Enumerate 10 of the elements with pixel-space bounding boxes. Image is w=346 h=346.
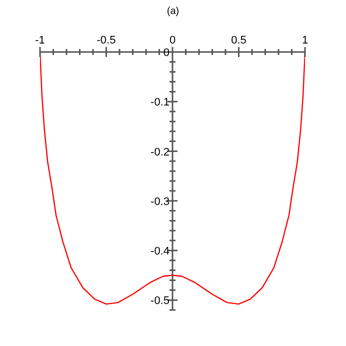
y-tick-label: -0.4 <box>150 245 170 258</box>
x-tick-label: 1 <box>302 34 308 47</box>
y-tick-label: -0.2 <box>150 146 170 158</box>
y-tick-label: -0.1 <box>150 96 170 109</box>
x-tick-label: -1 <box>35 34 45 47</box>
x-tick-label: 0.5 <box>231 34 246 47</box>
y-tick-label: -0.3 <box>150 196 170 208</box>
y-tick-label: -0.5 <box>150 295 170 308</box>
chart-title: (a) <box>166 6 180 17</box>
x-tick-label: -0.5 <box>96 34 116 47</box>
